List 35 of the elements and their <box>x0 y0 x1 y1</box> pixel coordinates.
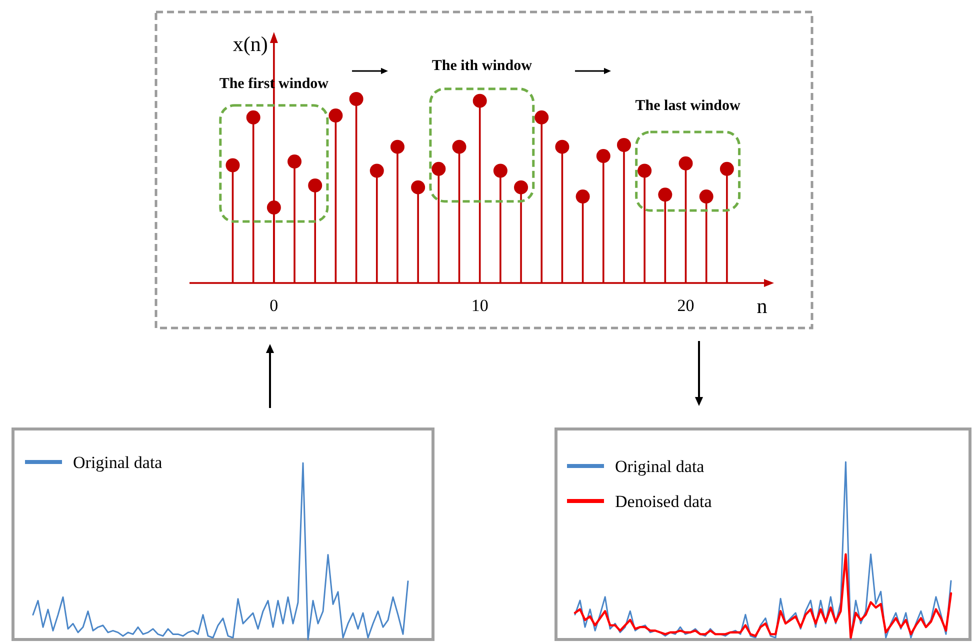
point <box>658 188 672 202</box>
point <box>390 140 404 154</box>
point <box>349 92 364 106</box>
point <box>720 162 734 176</box>
point <box>411 180 426 194</box>
point <box>432 162 446 176</box>
x-axis-title: n <box>756 294 768 318</box>
x-tick-label: 20 <box>677 296 694 315</box>
y-axis-title: x(n) <box>232 32 268 56</box>
legend-label: Denoised data <box>615 492 712 511</box>
point <box>452 140 466 154</box>
x-tick-label: 10 <box>471 296 488 315</box>
point <box>493 164 508 178</box>
point <box>328 108 343 123</box>
point <box>288 154 302 169</box>
point <box>576 190 590 204</box>
point <box>246 110 260 124</box>
x-tick-label: 0 <box>270 296 278 315</box>
point <box>678 156 693 170</box>
legend-label: Original data <box>615 457 705 476</box>
point <box>472 94 487 108</box>
point <box>699 190 714 204</box>
point <box>555 140 570 154</box>
point <box>638 164 652 178</box>
point <box>514 180 528 194</box>
point <box>616 138 631 152</box>
point <box>226 158 240 172</box>
annotation: The last window <box>635 98 740 114</box>
text: The ith window <box>432 58 532 74</box>
point <box>266 200 281 215</box>
point <box>308 178 322 192</box>
point <box>596 149 610 164</box>
point <box>534 110 549 124</box>
legend-label: Original data <box>73 453 163 472</box>
point <box>370 164 384 178</box>
